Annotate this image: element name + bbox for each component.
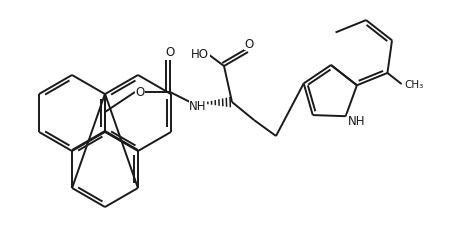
Text: O: O (135, 86, 144, 99)
Text: NH: NH (189, 100, 206, 113)
Text: NH: NH (347, 115, 364, 128)
Text: O: O (165, 45, 174, 58)
Text: HO: HO (191, 48, 208, 61)
Text: O: O (244, 37, 253, 50)
Text: CH₃: CH₃ (404, 80, 423, 90)
